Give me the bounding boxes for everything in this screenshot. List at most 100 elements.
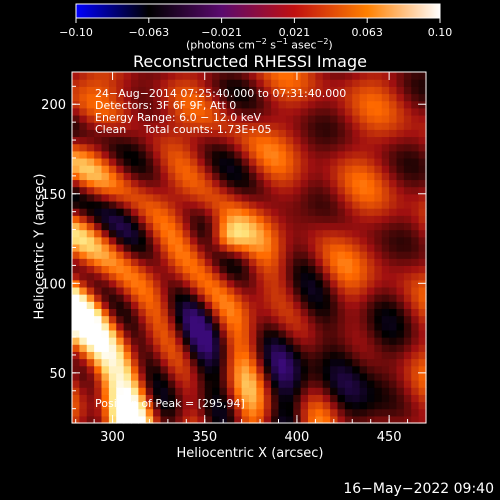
heatmap-cell [131,243,139,252]
heatmap-cell [308,222,316,231]
heatmap-cell [389,143,398,152]
heatmap-cell [374,358,383,367]
heatmap-cell [263,308,272,317]
heatmap-cell [367,93,375,102]
heatmap-cell [182,93,191,102]
heatmap-cell [418,272,427,281]
heatmap-cell [249,394,257,403]
heatmap-cell [219,179,228,188]
heatmap-cell [344,172,353,181]
heatmap-cell [271,272,280,281]
heatmap-cell [145,365,154,374]
heatmap-cell [212,308,221,317]
heatmap-cell [418,93,427,102]
heatmap-cell [167,408,176,417]
heatmap-cell [241,286,250,295]
heatmap-cell [300,408,309,417]
heatmap-cell [212,179,221,188]
heatmap-cell [226,129,235,138]
heatmap-cell [403,243,412,252]
heatmap-cell [374,365,383,374]
heatmap-cell [101,358,110,367]
heatmap-cell [330,265,339,274]
heatmap-cell [278,372,287,381]
heatmap-cell [367,329,375,338]
heatmap-cell [138,322,147,331]
heatmap-cell [403,107,412,116]
heatmap-cell [278,86,287,95]
heatmap-cell [359,365,368,374]
heatmap-cell [226,415,235,424]
heatmap-cell [108,236,117,245]
heatmap-cell [116,408,125,417]
heatmap-cell [123,279,132,288]
heatmap-cell [256,265,265,274]
heatmap-cell [153,114,162,123]
heatmap-cell [167,143,176,152]
heatmap-cell [396,301,405,309]
heatmap-cell [153,294,162,302]
heatmap-cell [197,114,206,123]
y-axis-label: Heliocentric Y (arcsec) [32,173,48,320]
colorbar-strip [75,3,441,19]
heatmap-cell [278,315,287,324]
heatmap-cell [411,208,420,216]
heatmap-cell [197,179,206,188]
heatmap-cell [285,222,294,231]
heatmap-cell [293,351,302,360]
heatmap-cell [256,86,265,95]
heatmap-cell [72,408,80,417]
heatmap-cell [315,236,324,245]
heatmap-cell [344,387,353,395]
heatmap-cell [123,107,132,116]
heatmap-cell [175,79,184,87]
heatmap-cell [204,279,213,288]
heatmap-cell [138,315,147,324]
heatmap-cell [381,215,390,224]
x-tick-label: 400 [285,430,310,445]
heatmap-cell [315,365,324,374]
heatmap-cell [175,122,184,130]
heatmap-cell [337,186,346,195]
heatmap-cell [167,243,176,252]
heatmap-cell [249,129,257,138]
heatmap-cell [263,122,272,130]
heatmap-cell [108,79,117,87]
heatmap-cell [219,265,228,274]
heatmap-cell [226,165,235,173]
heatmap-cell [72,358,80,367]
heatmap-cell [285,315,294,324]
heatmap-cell [396,344,405,352]
heatmap-cell [411,157,420,166]
heatmap-cell [322,114,331,123]
heatmap-cell [190,344,198,352]
heatmap-cell [359,114,368,123]
heatmap-cell [145,394,154,403]
heatmap-cell [72,301,80,309]
heatmap-cell [72,329,80,338]
heatmap-cell [374,265,383,274]
heatmap-cell [344,179,353,188]
heatmap-cell [374,79,383,87]
heatmap-cell [300,136,309,145]
heatmap-cell [389,315,398,324]
heatmap-cell [396,258,405,266]
heatmap-cell [278,358,287,367]
heatmap-cell [153,272,162,281]
heatmap-cell [344,165,353,173]
heatmap-cell [108,387,117,395]
heatmap-cell [293,129,302,138]
heatmap-cell [411,337,420,345]
heatmap-cell [138,208,147,216]
heatmap-cell [381,150,390,159]
heatmap-cell [72,150,80,159]
heatmap-cell [175,301,184,309]
heatmap-cell [108,86,117,95]
heatmap-cell [263,208,272,216]
heatmap-cell [249,136,257,145]
heatmap-cell [212,93,221,102]
heatmap-cell [94,286,103,295]
heatmap-cell [123,258,132,266]
heatmap-cell [300,129,309,138]
heatmap-cell [293,208,302,216]
